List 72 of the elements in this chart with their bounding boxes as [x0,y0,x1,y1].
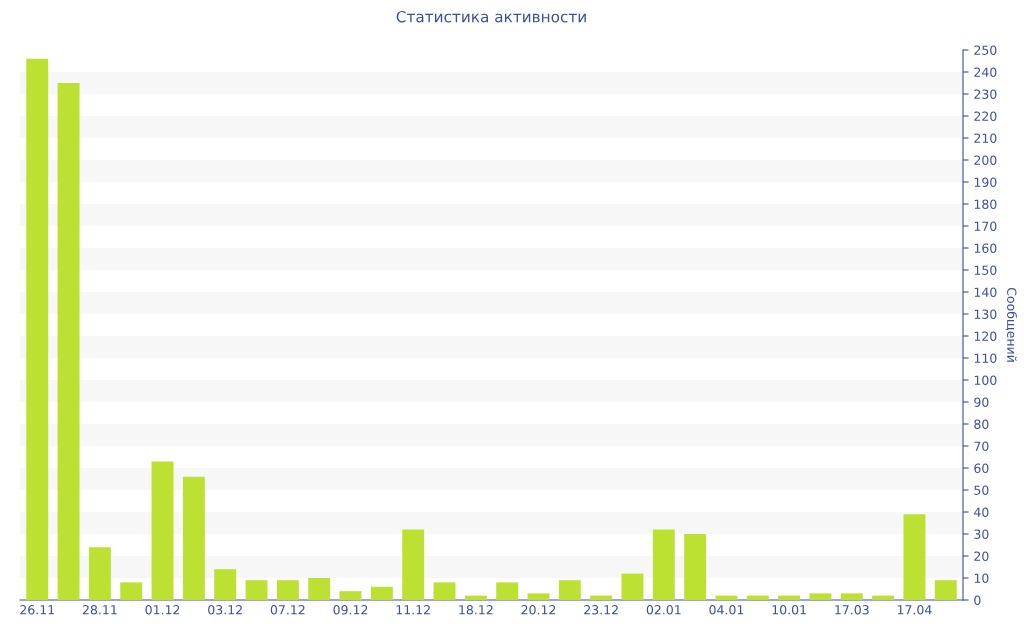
y-tick-label: 210 [974,133,997,143]
x-tick-label: 10.01 [772,605,806,615]
y-tick-label: 30 [974,529,989,539]
bar [527,593,550,600]
bar [621,573,644,600]
bar [214,569,237,600]
bar [245,580,268,600]
bar [120,582,143,600]
bar [496,582,519,600]
y-tick-label: 20 [974,551,989,561]
y-tick-label: 150 [974,265,997,275]
bar [903,514,926,600]
y-tick-label: 250 [974,45,997,55]
bar [433,582,456,600]
bar [339,591,362,600]
bar [590,595,613,600]
y-tick-label: 60 [974,463,989,473]
x-tick-label: 04.01 [709,605,744,615]
y-tick-label: 40 [974,507,989,517]
x-tick-label: 02.01 [646,605,681,615]
y-tick-label: 100 [974,375,997,385]
y-tick-label: 50 [974,485,989,495]
bar [26,58,49,600]
y-tick-label: 160 [974,243,997,253]
y-tick-label: 220 [974,111,997,121]
bar [934,580,957,600]
bar [872,595,895,600]
x-tick-label: 28.11 [82,605,117,615]
x-tick-label: 23.12 [584,605,618,615]
bar [840,593,863,600]
x-tick-label: 20.12 [521,605,556,615]
bar [182,476,205,600]
y-tick-label: 110 [974,353,997,363]
bar [57,83,80,600]
bar [558,580,581,600]
bar [308,578,331,600]
bar [778,595,801,600]
x-tick-label: 11.12 [396,605,430,615]
bar [652,529,675,600]
y-tick-label: 90 [974,397,989,407]
bar [402,529,425,600]
y-tick-label: 140 [974,287,997,297]
y-tick-label: 200 [974,155,997,165]
y-tick-label: 0 [974,595,981,605]
bar [88,547,111,600]
y-tick-label: 240 [974,67,997,77]
y-tick-label: 70 [974,441,989,451]
bar [746,595,769,600]
bar [276,580,299,600]
y-tick-label: 10 [974,573,989,583]
x-tick-label: 03.12 [208,605,242,615]
y-tick-label: 80 [974,419,989,429]
bar [684,534,707,600]
x-tick-label: 01.12 [145,605,180,615]
x-tick-label: 09.12 [333,605,368,615]
x-tick-label: 18.12 [459,605,493,615]
bar [370,586,393,600]
bar [464,595,487,600]
y-axis-title: Сообщений [1005,287,1017,362]
x-tick-label: 26.11 [20,605,54,615]
y-tick-label: 130 [974,309,997,319]
x-tick-label: 17.04 [897,605,932,615]
chart-title: Статистика активности [396,10,586,23]
y-tick-label: 170 [974,221,997,231]
y-tick-label: 180 [974,199,997,209]
y-tick-label: 230 [974,89,997,99]
bar [151,461,174,600]
y-tick-label: 120 [974,331,997,341]
bar [809,593,832,600]
x-tick-label: 17.03 [835,605,869,615]
x-tick-label: 07.12 [270,605,305,615]
y-tick-label: 190 [974,177,997,187]
